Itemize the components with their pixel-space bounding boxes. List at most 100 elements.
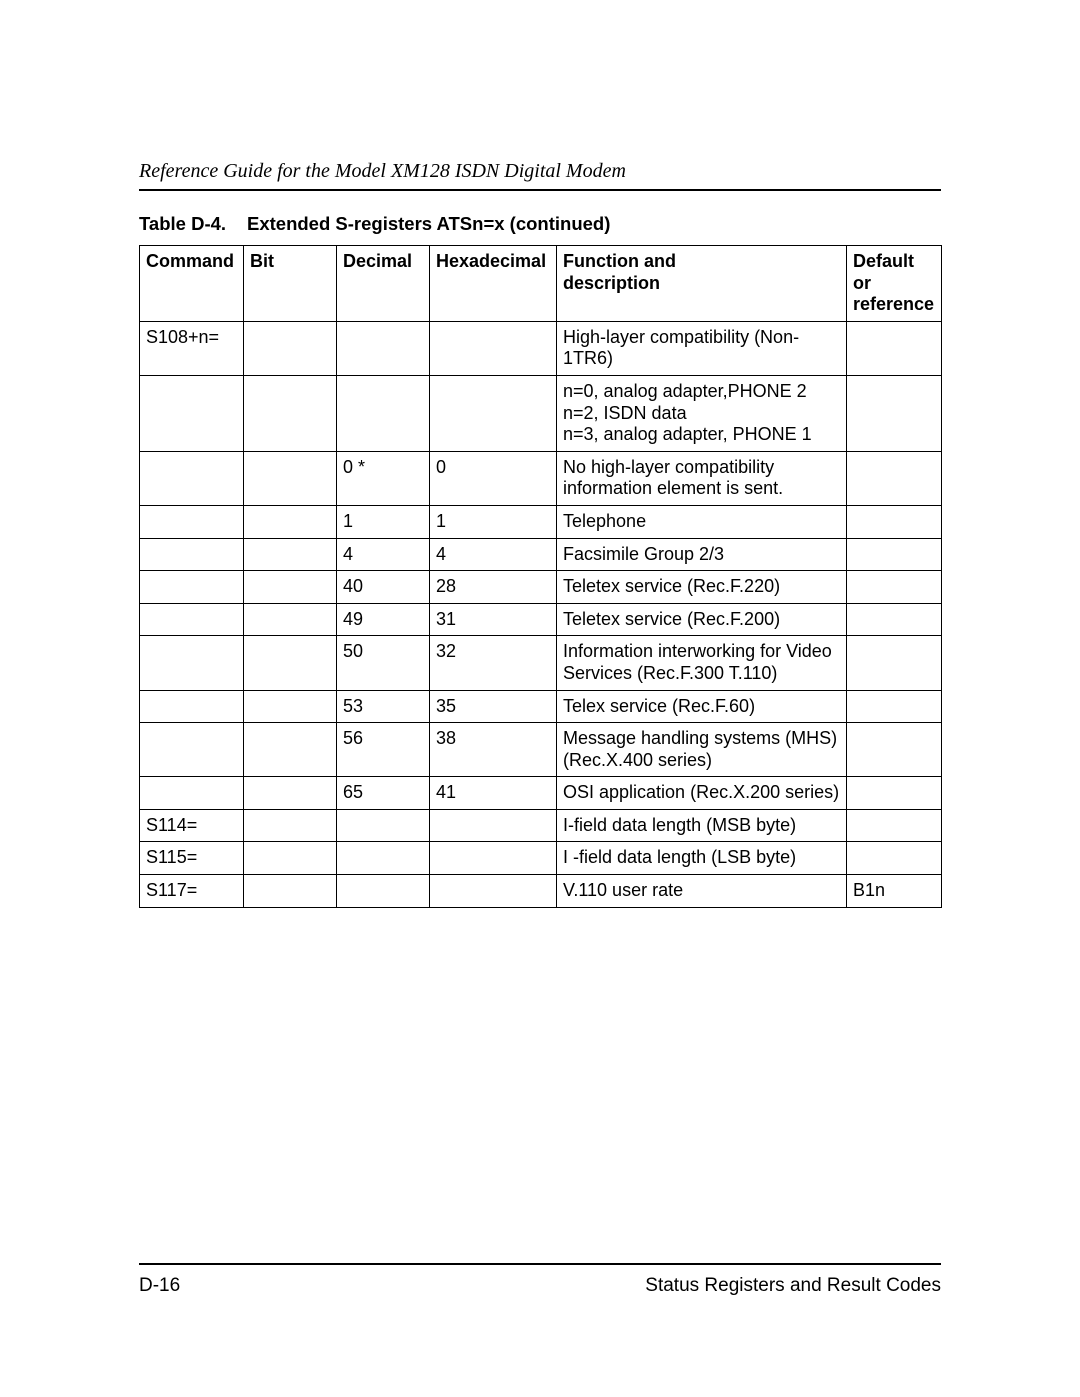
cell-command: S117= [140,875,244,908]
cell-default-reference [847,451,942,505]
table-row: 44Facsimile Group 2/3 [140,538,942,571]
cell-bit [244,505,337,538]
cell-bit [244,451,337,505]
cell-hexadecimal: 1 [430,505,557,538]
cell-decimal: 4 [337,538,430,571]
cell-bit [244,571,337,604]
cell-default-reference [847,809,942,842]
cell-hexadecimal [430,875,557,908]
table-row: 0 *0No high-layer compatibility informat… [140,451,942,505]
cell-decimal [337,321,430,375]
cell-default-reference [847,636,942,690]
cell-hexadecimal [430,321,557,375]
cell-hexadecimal [430,842,557,875]
document-title-header: Reference Guide for the Model XM128 ISDN… [139,160,941,191]
cell-default-reference [847,603,942,636]
col-header-function: Function and description [557,246,847,322]
cell-function-description: Telex service (Rec.F.60) [557,690,847,723]
cell-hexadecimal: 38 [430,723,557,777]
cell-command [140,505,244,538]
cell-hexadecimal: 0 [430,451,557,505]
page: Reference Guide for the Model XM128 ISDN… [0,0,1080,1397]
cell-command [140,603,244,636]
col-header-default: Default or reference [847,246,942,322]
table-row: S115=I -field data length (LSB byte) [140,842,942,875]
table-caption: Table D-4. Extended S-registers ATSn=x (… [139,213,941,235]
table-row: n=0, analog adapter,PHONE 2n=2, ISDN dat… [140,375,942,451]
cell-function-description: V.110 user rate [557,875,847,908]
cell-function-description: I-field data length (MSB byte) [557,809,847,842]
cell-hexadecimal [430,809,557,842]
table-row: 5032Information interworking for Video S… [140,636,942,690]
cell-default-reference [847,842,942,875]
table-row: S114= I-field data length (MSB byte) [140,809,942,842]
cell-function-description: No high-layer compatibility information … [557,451,847,505]
cell-function-description: n=0, analog adapter,PHONE 2n=2, ISDN dat… [557,375,847,451]
table-row: 11Telephone [140,505,942,538]
cell-function-description: I -field data length (LSB byte) [557,842,847,875]
section-title: Status Registers and Result Codes [645,1275,941,1297]
col-header-hexadecimal: Hexadecimal [430,246,557,322]
cell-hexadecimal: 32 [430,636,557,690]
cell-function-description: Teletex service (Rec.F.220) [557,571,847,604]
cell-function-description: High-layer compatibility (Non-1TR6) [557,321,847,375]
cell-bit [244,375,337,451]
cell-decimal [337,809,430,842]
cell-decimal: 65 [337,777,430,810]
cell-decimal: 0 * [337,451,430,505]
cell-default-reference [847,538,942,571]
col-header-bit: Bit [244,246,337,322]
cell-function-description: Teletex service (Rec.F.200) [557,603,847,636]
cell-decimal: 53 [337,690,430,723]
table-row: 5335Telex service (Rec.F.60) [140,690,942,723]
cell-command: S114= [140,809,244,842]
cell-bit [244,321,337,375]
table-row: 4931Teletex service (Rec.F.200) [140,603,942,636]
cell-command [140,777,244,810]
cell-decimal: 56 [337,723,430,777]
cell-bit [244,538,337,571]
cell-decimal: 49 [337,603,430,636]
table-header-row: Command Bit Decimal Hexadecimal Function… [140,246,942,322]
cell-command [140,636,244,690]
cell-bit [244,842,337,875]
cell-default-reference [847,321,942,375]
cell-hexadecimal: 41 [430,777,557,810]
cell-bit [244,777,337,810]
table-row: S117= V.110 user rateB1n [140,875,942,908]
cell-decimal [337,875,430,908]
cell-function-description: Telephone [557,505,847,538]
cell-decimal: 50 [337,636,430,690]
cell-default-reference [847,375,942,451]
cell-default-reference: B1n [847,875,942,908]
cell-decimal [337,842,430,875]
page-footer: D-16 Status Registers and Result Codes [139,1263,941,1297]
cell-bit [244,690,337,723]
cell-function-description: Facsimile Group 2/3 [557,538,847,571]
cell-bit [244,723,337,777]
table-number: Table D-4. [139,213,247,235]
cell-default-reference [847,505,942,538]
cell-decimal: 1 [337,505,430,538]
cell-function-description: Information interworking for Video Servi… [557,636,847,690]
cell-command [140,538,244,571]
cell-default-reference [847,690,942,723]
col-header-decimal: Decimal [337,246,430,322]
cell-hexadecimal: 35 [430,690,557,723]
table-row: 5638Message handling systems (MHS) (Rec.… [140,723,942,777]
cell-default-reference [847,723,942,777]
page-number: D-16 [139,1275,180,1297]
cell-command: S108+n= [140,321,244,375]
s-registers-table: Command Bit Decimal Hexadecimal Function… [139,245,942,908]
cell-command [140,451,244,505]
cell-command [140,690,244,723]
cell-decimal: 40 [337,571,430,604]
cell-default-reference [847,571,942,604]
table-row: S108+n= High-layer compatibility (Non-1TR… [140,321,942,375]
cell-function-description: Message handling systems (MHS) (Rec.X.40… [557,723,847,777]
cell-bit [244,809,337,842]
cell-bit [244,875,337,908]
cell-hexadecimal: 31 [430,603,557,636]
table-row: 4028Teletex service (Rec.F.220) [140,571,942,604]
cell-hexadecimal: 28 [430,571,557,604]
